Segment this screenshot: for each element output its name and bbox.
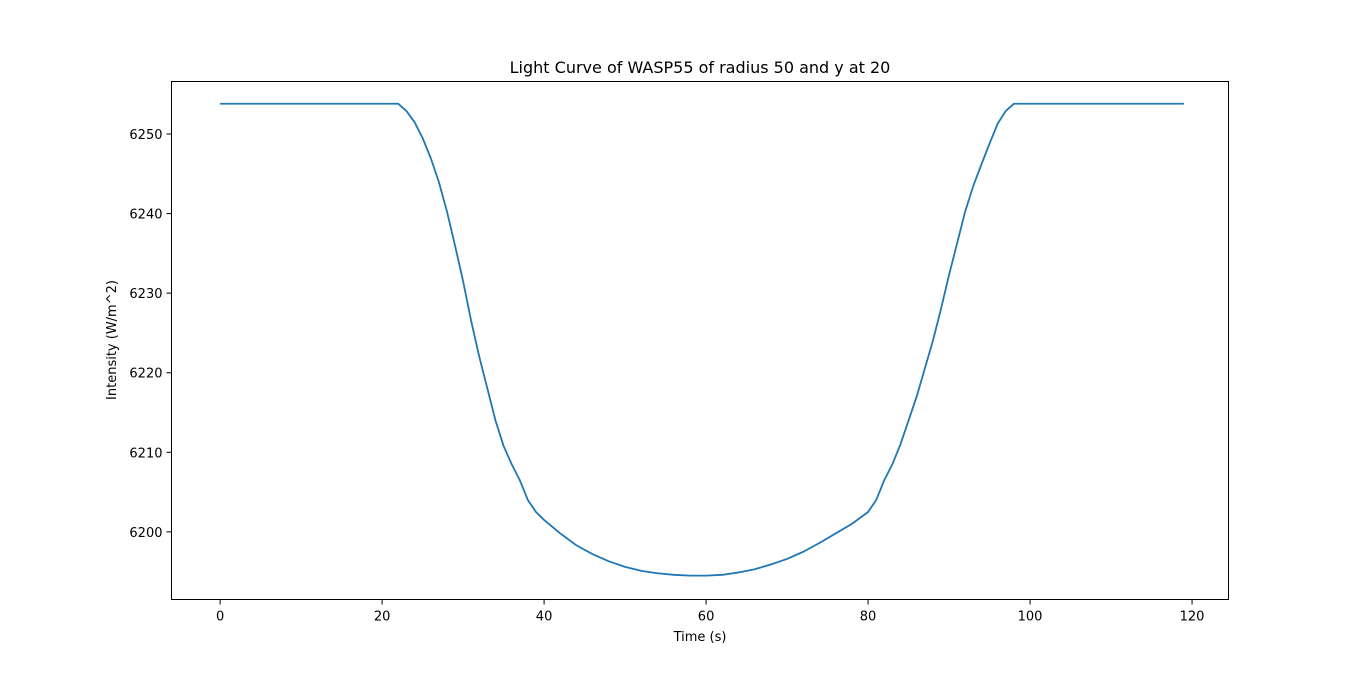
y-tick-label: 6200 bbox=[129, 526, 162, 541]
y-tick-label: 6210 bbox=[129, 446, 162, 461]
x-tick-label: 120 bbox=[1180, 610, 1205, 625]
y-tick-label: 6220 bbox=[129, 367, 162, 382]
y-axis: 6200 6210 6220 6230 6240 6250 bbox=[129, 128, 172, 541]
y-tick-label: 6230 bbox=[129, 287, 162, 302]
x-tick-label: 100 bbox=[1018, 610, 1043, 625]
x-tick-label: 80 bbox=[860, 610, 877, 625]
chart-title: Light Curve of WASP55 of radius 50 and y… bbox=[510, 58, 891, 77]
x-tick-label: 60 bbox=[698, 610, 715, 625]
x-axis: 0 20 40 60 80 100 120 bbox=[216, 599, 1205, 625]
y-tick-label: 6250 bbox=[129, 128, 162, 143]
x-tick-label: 20 bbox=[374, 610, 391, 625]
light-curve-line bbox=[220, 102, 1184, 577]
x-axis-label: Time (s) bbox=[673, 630, 727, 645]
y-axis-label: Intensity (W/m^2) bbox=[105, 280, 120, 400]
plot-area-frame bbox=[171, 81, 1229, 600]
y-tick-label: 6240 bbox=[129, 208, 162, 223]
x-tick-label: 40 bbox=[536, 610, 553, 625]
x-tick-label: 0 bbox=[216, 610, 224, 625]
